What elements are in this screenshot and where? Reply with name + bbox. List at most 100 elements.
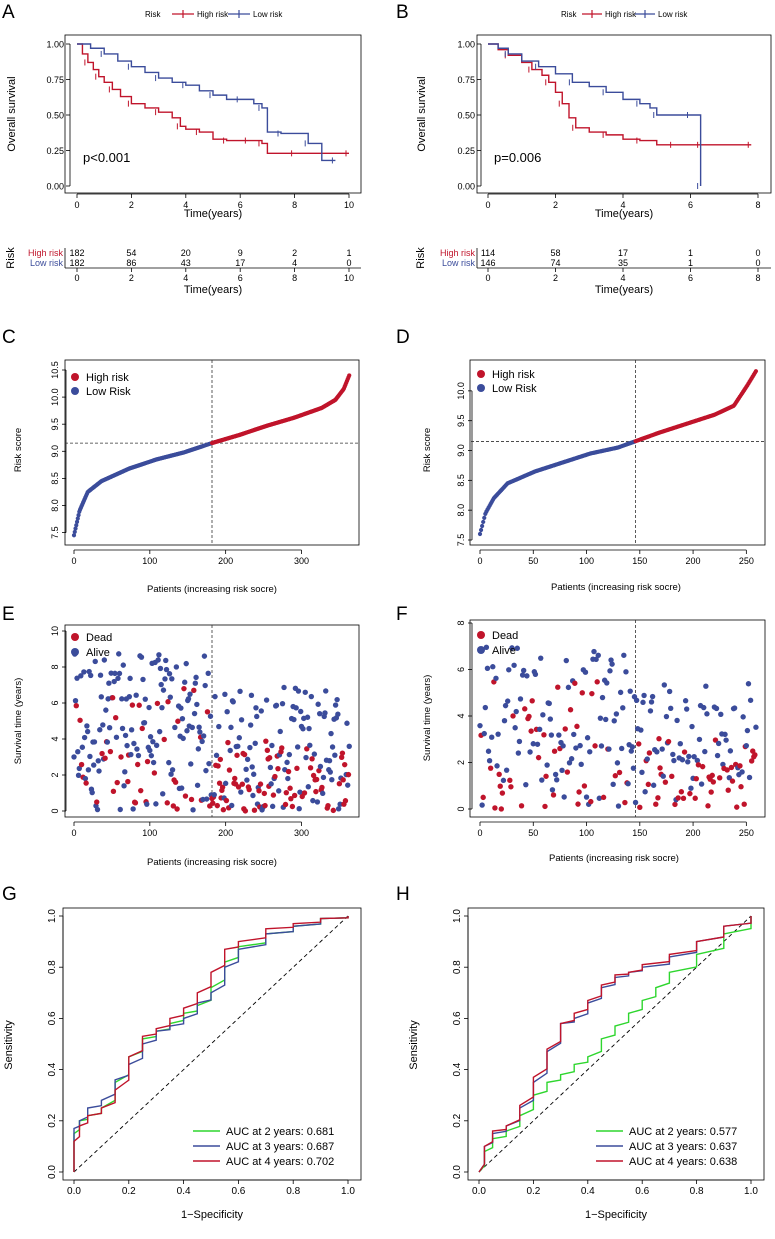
alive-point bbox=[150, 738, 156, 745]
alive-point bbox=[691, 753, 697, 760]
legend-label-dead: Dead bbox=[492, 630, 518, 642]
dead-point bbox=[692, 795, 698, 801]
dead-point bbox=[99, 750, 105, 757]
alive-point bbox=[327, 769, 333, 775]
diagonal-reference bbox=[478, 915, 752, 1173]
x-axis: 0 2 4 6 8 10 bbox=[74, 193, 354, 210]
alive-point bbox=[694, 757, 701, 764]
dead-point bbox=[653, 801, 659, 807]
alive-point bbox=[627, 688, 633, 694]
x-tick-label: 250 bbox=[739, 556, 754, 566]
alive-point bbox=[703, 683, 709, 689]
dead-point bbox=[77, 717, 83, 723]
y-axis-title: Risk score bbox=[13, 428, 24, 472]
alive-point bbox=[269, 803, 276, 810]
x-tick-label: 300 bbox=[294, 828, 309, 838]
alive-point bbox=[128, 751, 134, 758]
alive-point bbox=[494, 763, 500, 769]
alive-point bbox=[587, 749, 593, 755]
low-risk-point bbox=[482, 515, 487, 521]
dead-point bbox=[144, 758, 151, 765]
x-axis-title: 1−Specificity bbox=[585, 1209, 648, 1221]
dead-point bbox=[508, 784, 514, 790]
y-axis: 0.00 0.25 0.50 0.75 1.00 bbox=[46, 40, 71, 192]
dead-point bbox=[241, 751, 248, 758]
alive-point bbox=[173, 664, 180, 670]
alive-point bbox=[523, 781, 529, 788]
alive-point bbox=[243, 766, 249, 773]
x-tick-label: 2 bbox=[553, 200, 558, 210]
x-axis-title: 1−Specificity bbox=[181, 1209, 244, 1221]
alive-point bbox=[81, 669, 87, 675]
x-axis: 0 2 4 6 8 bbox=[485, 193, 761, 210]
dead-point bbox=[529, 698, 535, 704]
x-tick-label: 8 bbox=[292, 273, 297, 283]
alive-point bbox=[160, 791, 166, 797]
alive-point bbox=[97, 727, 103, 733]
dead-point bbox=[342, 798, 349, 804]
legend-dot-high bbox=[477, 370, 485, 378]
legend-auc-4y: AUC at 4 years: 0.702 bbox=[226, 1156, 334, 1168]
alive-point bbox=[144, 801, 150, 807]
y-tick-label: 8 bbox=[456, 620, 466, 625]
y-tick-label: 1.00 bbox=[46, 40, 64, 50]
alive-point bbox=[573, 745, 579, 751]
alive-point bbox=[169, 767, 176, 773]
alive-point bbox=[544, 762, 550, 768]
dead-point bbox=[226, 767, 233, 773]
low-risk-point bbox=[481, 519, 486, 525]
dead-point bbox=[535, 754, 542, 761]
alive-point bbox=[314, 799, 321, 805]
panel-f: F 0 2 4 6 8 0 50 100 150 200 250 Survival time (y… bbox=[396, 604, 766, 864]
alive-point bbox=[714, 752, 721, 759]
dead-point bbox=[725, 787, 731, 793]
alive-point bbox=[332, 752, 338, 758]
alive-point bbox=[650, 782, 657, 788]
alive-point bbox=[561, 794, 567, 800]
dead-point bbox=[575, 801, 581, 807]
alive-point bbox=[150, 759, 157, 766]
x-tick-label: 6 bbox=[688, 273, 693, 283]
alive-point bbox=[615, 803, 622, 809]
dead-point bbox=[669, 773, 675, 780]
roc-curve-4y bbox=[478, 916, 752, 1173]
y-axis-title: Overall survival bbox=[416, 76, 428, 151]
alive-point bbox=[179, 715, 186, 722]
dead-point bbox=[336, 781, 343, 787]
y-axis: 7.5 8.0 8.5 9.0 9.5 10.0 bbox=[456, 382, 473, 546]
alive-point bbox=[556, 732, 562, 738]
alive-point bbox=[524, 673, 530, 679]
x-tick-label: 0.8 bbox=[286, 1186, 300, 1197]
alive-point bbox=[604, 680, 610, 686]
legend-dot-high bbox=[71, 373, 79, 381]
risk-score-points bbox=[65, 360, 359, 545]
risk-score-points bbox=[471, 360, 766, 545]
dead-point bbox=[681, 749, 688, 755]
y-tick-label: 0.50 bbox=[46, 111, 64, 121]
alive-point bbox=[133, 692, 139, 698]
alive-point bbox=[490, 664, 496, 670]
dead-point bbox=[712, 737, 719, 743]
alive-point bbox=[101, 657, 108, 663]
alive-point bbox=[295, 688, 302, 694]
dead-point bbox=[526, 713, 532, 720]
dead-point bbox=[242, 808, 249, 814]
x-tick-label: 6 bbox=[238, 200, 243, 210]
dead-point bbox=[655, 795, 661, 801]
x-tick-label: 100 bbox=[142, 556, 157, 566]
alive-point bbox=[344, 720, 350, 726]
risk-row-label-high: High risk bbox=[440, 248, 476, 258]
alive-point bbox=[595, 652, 601, 659]
alive-point bbox=[688, 785, 694, 791]
alive-point bbox=[249, 764, 255, 770]
dead-point bbox=[699, 763, 706, 770]
x-tick-label: 0 bbox=[485, 273, 490, 283]
alive-point bbox=[189, 724, 195, 731]
dead-point bbox=[645, 781, 652, 788]
dead-point bbox=[132, 800, 139, 806]
high-risk-point bbox=[753, 369, 759, 374]
risk-count: 0 bbox=[755, 258, 760, 268]
risk-count: 35 bbox=[618, 258, 628, 268]
alive-point bbox=[147, 734, 154, 740]
